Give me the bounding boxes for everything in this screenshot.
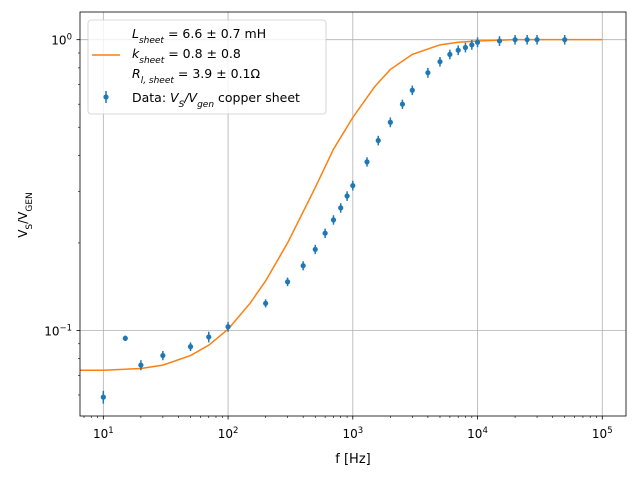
- data-point: [364, 159, 370, 165]
- legend-data-marker: [103, 94, 109, 100]
- data-point: [387, 119, 393, 125]
- data-point: [344, 193, 350, 199]
- data-point: [350, 182, 356, 189]
- data-point: [455, 47, 461, 53]
- data-point: [187, 344, 194, 350]
- data-point: [447, 51, 453, 57]
- legend-data-label: Data: VS/Vgen copper sheet: [132, 90, 300, 110]
- data-point: [399, 101, 406, 107]
- data-point: [206, 334, 212, 340]
- data-point: [425, 70, 431, 76]
- data-point: [474, 39, 481, 45]
- legend-fit-label: ksheet = 0.8 ± 0.8: [132, 46, 241, 66]
- data-point: [138, 362, 144, 368]
- data-point: [322, 230, 328, 236]
- data-point: [312, 246, 318, 253]
- data-point: [330, 217, 337, 223]
- data-point: [375, 137, 381, 144]
- x-tick-label: 104: [467, 426, 488, 441]
- y-tick-label: 10−1: [44, 323, 72, 338]
- y-tick-label: 100: [51, 33, 72, 48]
- data-point: [562, 37, 568, 43]
- data-point: [524, 37, 530, 43]
- x-tick-label: 105: [592, 426, 613, 441]
- data-point: [338, 205, 344, 211]
- fit-curve-layer: [80, 38, 603, 371]
- data-point: [437, 59, 443, 65]
- data-point: [462, 44, 469, 51]
- x-tick-label: 102: [218, 426, 239, 441]
- data-point: [300, 263, 306, 269]
- x-axis-label: f [Hz]: [335, 452, 370, 467]
- data-points-layer: [100, 34, 568, 404]
- legend-fit-label: Rl, sheet = 3.9 ± 0.1Ω: [132, 66, 261, 86]
- data-point: [263, 300, 269, 306]
- data-point: [160, 352, 166, 359]
- legend-fit-label: Lsheet = 6.6 ± 0.7 mH: [132, 26, 266, 46]
- data-point: [100, 394, 106, 400]
- axis-ticks: 101 102 103 104 105 10−1 100: [44, 33, 612, 441]
- data-point: [496, 38, 503, 44]
- data-point: [469, 42, 475, 48]
- data-point: [122, 335, 128, 341]
- legend-box: [87, 19, 327, 115]
- data-point: [284, 279, 291, 285]
- x-tick-label: 103: [342, 426, 363, 441]
- x-tick-label: 101: [93, 426, 114, 441]
- data-point: [409, 87, 415, 93]
- data-point: [225, 324, 231, 330]
- data-point: [534, 37, 540, 43]
- data-point: [512, 37, 518, 43]
- fit-curve: [80, 38, 603, 371]
